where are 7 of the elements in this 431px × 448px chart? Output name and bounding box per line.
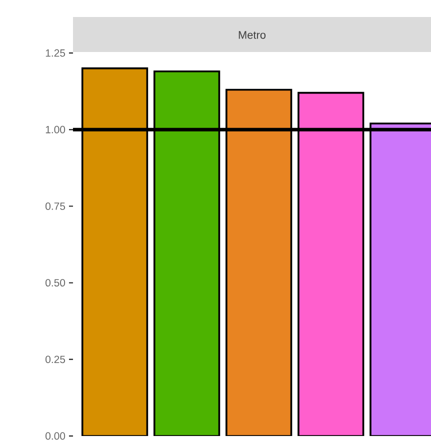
y-tick-label: 0.25 — [46, 356, 66, 364]
y-tick-label: 0.75 — [46, 202, 66, 210]
y-tick-label: 0.00 — [46, 432, 66, 440]
chart-title: Metro — [238, 31, 266, 39]
y-tick-label: 1.00 — [46, 126, 66, 134]
y-tick-label: 0.50 — [46, 279, 66, 287]
y-tick-label: 1.25 — [46, 49, 66, 57]
